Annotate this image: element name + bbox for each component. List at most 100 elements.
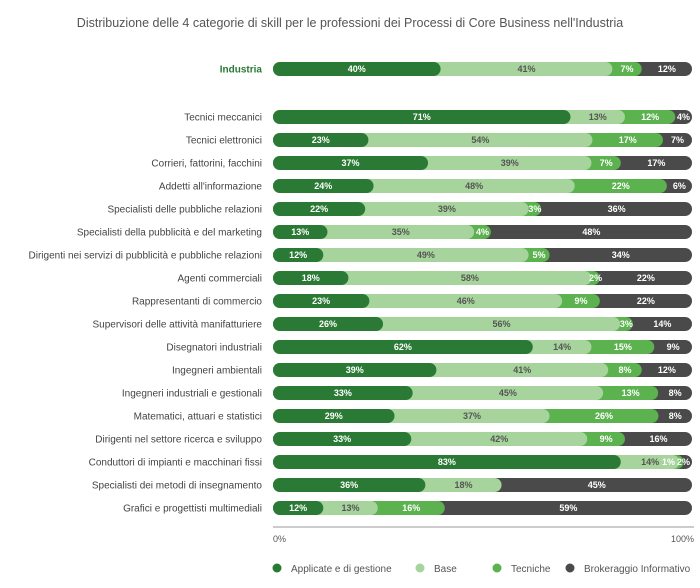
legend-swatch	[492, 563, 502, 573]
data-label: 24%	[314, 181, 332, 191]
data-label: 8%	[669, 388, 682, 398]
data-label: 13%	[589, 112, 607, 122]
legend-label: Brokeraggio Informativo	[584, 564, 691, 575]
legend-item: Brokeraggio Informativo	[565, 563, 691, 575]
data-label: 45%	[499, 388, 517, 398]
data-label: 16%	[402, 503, 420, 513]
bar-segment-applicate-e-di-gestione	[273, 409, 395, 423]
data-label: 7%	[671, 135, 684, 145]
bar-segment-applicate-e-di-gestione	[273, 248, 324, 262]
data-label: 41%	[513, 365, 531, 375]
category-label: Addetti all'informazione	[159, 182, 263, 193]
data-label: 56%	[493, 319, 511, 329]
data-label: 2%	[677, 457, 690, 467]
data-label: 7%	[600, 158, 613, 168]
data-label: 9%	[667, 342, 680, 352]
bar-row: Supervisori delle attività manifatturier…	[92, 317, 692, 331]
category-label: Specialisti dei metodi di insegnamento	[92, 481, 263, 492]
data-label: 41%	[517, 64, 535, 74]
data-label: 39%	[438, 204, 456, 214]
category-label: Industria	[220, 65, 263, 76]
data-label: 5%	[533, 250, 546, 260]
legend-label: Tecniche	[511, 564, 551, 575]
category-label: Agenti commerciali	[178, 274, 262, 285]
bar-segment-applicate-e-di-gestione	[273, 202, 366, 216]
bar-row: Specialisti delle pubbliche relazioni 22%…	[107, 202, 692, 216]
data-label: 4%	[476, 227, 489, 237]
category-label: Dirigenti nei servizi di pubblicità e pu…	[29, 251, 262, 262]
bar-segment-base	[273, 271, 592, 285]
chart-title: Distribuzione delle 4 categorie di skill…	[77, 16, 623, 30]
data-label: 35%	[392, 227, 410, 237]
bar-segment-applicate-e-di-gestione	[273, 225, 328, 239]
category-label: Supervisori delle attività manifatturier…	[92, 320, 262, 331]
data-label: 71%	[413, 112, 431, 122]
data-label: 33%	[333, 434, 351, 444]
data-label: 13%	[291, 227, 309, 237]
bar-segment-applicate-e-di-gestione	[273, 478, 426, 492]
bar-row: Dirigenti nel settore ricerca e sviluppo…	[95, 432, 692, 446]
category-label: Ingegneri ambientali	[172, 366, 262, 377]
legend-label: Base	[434, 564, 457, 575]
bar-row: Specialisti dei metodi di insegnamento 36…	[92, 478, 692, 492]
data-label: 3%	[528, 204, 541, 214]
bar-segment-applicate-e-di-gestione	[273, 133, 369, 147]
data-label: 12%	[641, 112, 659, 122]
bar-segment-applicate-e-di-gestione	[273, 432, 412, 446]
bar-segment-applicate-e-di-gestione	[273, 156, 429, 170]
category-label: Disegnatori industriali	[166, 343, 262, 354]
bar-row: Tecnici elettronici 23% 54% 17% 7%	[186, 133, 692, 147]
data-label: 54%	[471, 135, 489, 145]
data-label: 12%	[658, 365, 676, 375]
x-tick-label-100: 100%	[671, 534, 694, 544]
data-label: 7%	[621, 64, 634, 74]
bar-segment-applicate-e-di-gestione	[273, 455, 621, 469]
data-label: 46%	[457, 296, 475, 306]
category-label: Ingegneri industriali e gestionali	[122, 389, 262, 400]
bar-row: Ingegneri industriali e gestionali 33% 45%…	[122, 386, 692, 400]
data-label: 14%	[641, 457, 659, 467]
category-label: Dirigenti nel settore ricerca e sviluppo	[95, 435, 262, 446]
data-label: 18%	[302, 273, 320, 283]
data-label: 14%	[553, 342, 571, 352]
legend-item: Base	[415, 563, 457, 575]
bar-row: Specialisti della pubblicità e del marke…	[77, 225, 692, 239]
legend-item: Applicate e di gestione	[272, 563, 392, 575]
data-label: 58%	[461, 273, 479, 283]
data-label: 16%	[649, 434, 667, 444]
data-label: 22%	[310, 204, 328, 214]
bar-segment-applicate-e-di-gestione	[273, 271, 349, 285]
data-label: 18%	[454, 480, 472, 490]
data-label: 22%	[637, 296, 655, 306]
data-label: 37%	[342, 158, 360, 168]
category-label: Conduttori di impianti e macchinari fiss…	[89, 458, 262, 469]
data-label: 62%	[394, 342, 412, 352]
legend-swatch	[272, 563, 282, 573]
data-label: 49%	[417, 250, 435, 260]
data-label: 23%	[312, 135, 330, 145]
data-label: 34%	[612, 250, 630, 260]
x-tick-label-0: 0%	[273, 534, 286, 544]
bar-segment-applicate-e-di-gestione	[273, 294, 370, 308]
data-label: 29%	[325, 411, 343, 421]
data-label: 9%	[600, 434, 613, 444]
data-label: 39%	[346, 365, 364, 375]
data-label: 2%	[589, 273, 602, 283]
data-label: 3%	[620, 319, 633, 329]
data-label: 59%	[559, 503, 577, 513]
data-label: 1%	[662, 457, 675, 467]
data-label: 48%	[465, 181, 483, 191]
bar-row: Ingegneri ambientali 39% 41% 8% 12%	[172, 363, 692, 377]
category-label: Tecnici elettronici	[186, 136, 262, 147]
data-label: 8%	[669, 411, 682, 421]
bar-row: Addetti all'informazione 24% 48% 22% 6%	[159, 179, 692, 193]
data-label: 12%	[658, 64, 676, 74]
legend-label: Applicate e di gestione	[291, 564, 392, 575]
bar-row: Grafici e progettisti multimediali 12% 13%…	[123, 501, 692, 515]
data-label: 4%	[677, 112, 690, 122]
data-label: 12%	[289, 250, 307, 260]
bar-segment-applicate-e-di-gestione	[273, 340, 533, 354]
category-label: Matematici, attuari e statistici	[134, 412, 262, 423]
bar-row: Dirigenti nei servizi di pubblicità e pu…	[29, 248, 692, 262]
